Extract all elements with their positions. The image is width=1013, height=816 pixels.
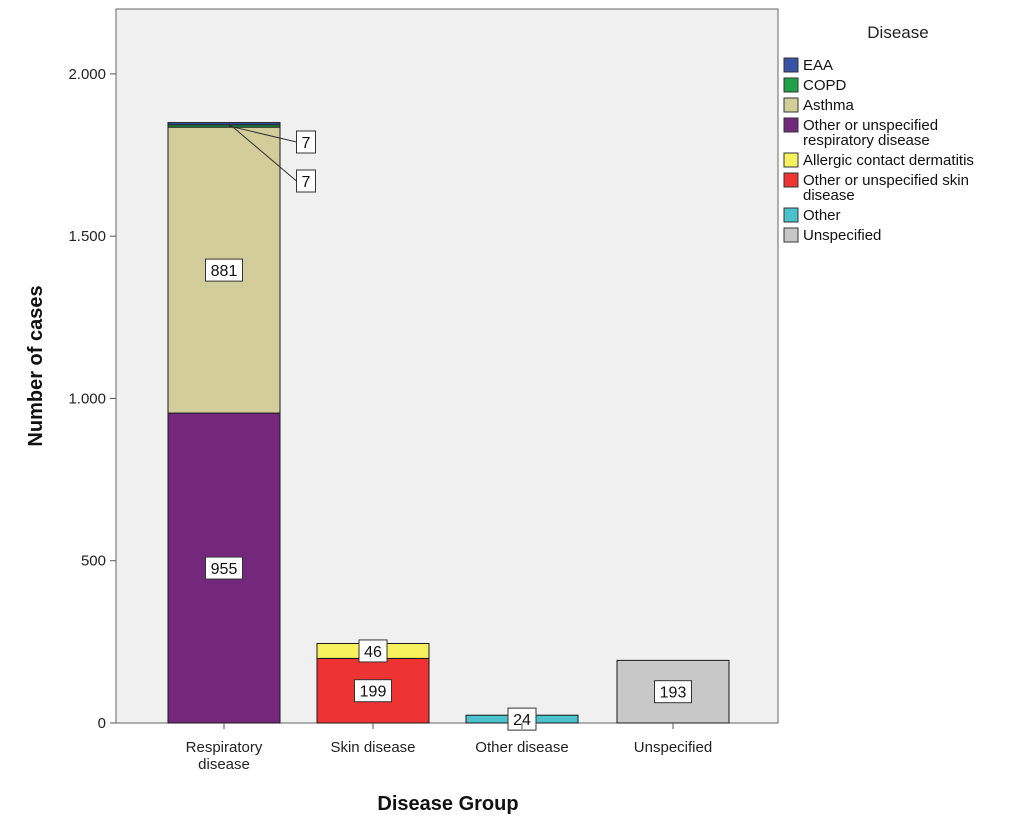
legend-swatch [783, 227, 799, 243]
legend-swatch [783, 97, 799, 113]
legend-swatch [783, 77, 799, 93]
x-category-label: Unspecified [634, 739, 712, 756]
data-label: 881 [211, 263, 238, 280]
x-category-label: Skin disease [330, 739, 415, 756]
legend: Disease EAA COPD Asthma Other or unspecifie… [783, 23, 974, 244]
data-label: 199 [360, 684, 387, 701]
data-labels-group: 955 881 7 7 199 46 24 193 [205, 123, 692, 731]
data-label: 46 [364, 644, 382, 661]
data-label: 193 [660, 685, 687, 702]
data-label-box [296, 169, 316, 193]
data-label-box [654, 680, 692, 704]
data-label: 7 [302, 174, 311, 191]
x-axis: Respiratory disease Skin disease Other dise… [186, 723, 712, 773]
data-label-box [358, 639, 388, 663]
bar-segment [167, 122, 281, 126]
y-axis: 0 500 1.000 1.500 2.000 [68, 66, 116, 732]
legend-swatch [783, 152, 799, 168]
y-tick-label: 1.500 [68, 228, 106, 245]
legend-title: Disease [867, 23, 928, 42]
legend-swatch [783, 57, 799, 73]
data-label: 955 [211, 561, 238, 578]
y-tick-label: 0 [98, 715, 106, 732]
y-tick-label: 2.000 [68, 66, 106, 83]
x-category-label: Respiratory disease [186, 739, 263, 773]
legend-entry-label: Unspecified [803, 227, 881, 244]
data-label-leader-line [228, 123, 297, 182]
legend-entry-label: EAA [803, 57, 833, 74]
y-tick-label: 500 [81, 553, 106, 570]
data-label-box [354, 679, 392, 703]
legend-swatch [783, 117, 799, 133]
bar-segment [616, 659, 730, 724]
data-label-box [205, 556, 243, 580]
y-tick-label: 1.000 [68, 390, 106, 407]
legend-swatch [783, 172, 799, 188]
data-label-box [507, 707, 537, 731]
legend-entry-label: Asthma [803, 97, 855, 114]
x-axis-title: Disease Group [377, 793, 518, 815]
legend-entry-label: Other [803, 207, 841, 224]
data-label-box [296, 130, 316, 154]
legend-entry-label: Other or unspecified skin disease [803, 172, 969, 204]
data-label: 7 [302, 135, 311, 152]
legend-swatch [783, 207, 799, 223]
data-label-box [205, 258, 243, 282]
legend-entry-label: Allergic contact dermatitis [803, 152, 974, 169]
x-category-label: Other disease [475, 739, 568, 756]
y-axis-title: Number of cases [25, 285, 47, 446]
legend-entry-label: COPD [803, 77, 847, 94]
data-label-leader-line [228, 125, 297, 143]
data-label: 24 [513, 712, 531, 729]
legend-entry-label: Other or unspecified respiratory disease [803, 117, 938, 149]
